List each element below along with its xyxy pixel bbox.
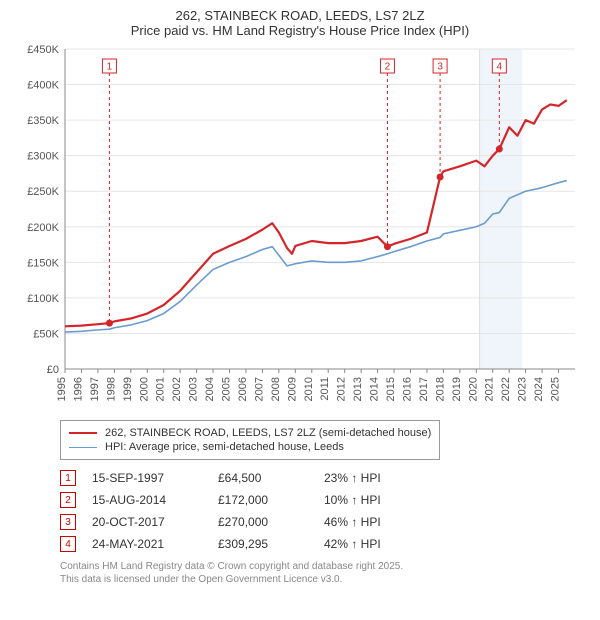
sale-price: £172,000 xyxy=(218,493,308,507)
svg-text:2017: 2017 xyxy=(418,377,430,401)
attribution-line2: This data is licensed under the Open Gov… xyxy=(60,573,590,586)
legend-item: 262, STAINBECK ROAD, LEEDS, LS7 2LZ (sem… xyxy=(69,427,431,439)
legend-item: HPI: Average price, semi-detached house,… xyxy=(69,441,431,453)
sale-price: £64,500 xyxy=(218,471,308,485)
attribution-line1: Contains HM Land Registry data © Crown c… xyxy=(60,560,590,573)
svg-text:1: 1 xyxy=(107,62,113,73)
sale-diff: 23% ↑ HPI xyxy=(324,471,424,485)
chart-title-line2: Price paid vs. HM Land Registry's House … xyxy=(10,23,590,38)
svg-text:4: 4 xyxy=(497,62,503,73)
svg-text:2020: 2020 xyxy=(467,377,479,401)
legend-label: 262, STAINBECK ROAD, LEEDS, LS7 2LZ (sem… xyxy=(105,427,431,439)
svg-text:2011: 2011 xyxy=(319,377,331,401)
sales-row: 1 15-SEP-1997 £64,500 23% ↑ HPI xyxy=(60,470,590,486)
svg-text:2015: 2015 xyxy=(385,377,397,401)
svg-text:2005: 2005 xyxy=(221,377,233,401)
svg-text:1997: 1997 xyxy=(89,377,101,401)
sales-table: 1 15-SEP-1997 £64,500 23% ↑ HPI 2 15-AUG-2014… xyxy=(60,470,590,552)
svg-text:£450K: £450K xyxy=(27,44,59,56)
svg-text:2009: 2009 xyxy=(286,377,298,401)
svg-text:2012: 2012 xyxy=(336,377,348,401)
sale-diff: 10% ↑ HPI xyxy=(324,493,424,507)
svg-text:2013: 2013 xyxy=(352,377,364,401)
sale-date: 24-MAY-2021 xyxy=(92,537,202,551)
sale-diff: 46% ↑ HPI xyxy=(324,515,424,529)
sale-diff: 42% ↑ HPI xyxy=(324,537,424,551)
sale-date: 15-SEP-1997 xyxy=(92,471,202,485)
sales-row: 4 24-MAY-2021 £309,295 42% ↑ HPI xyxy=(60,536,590,552)
svg-text:2019: 2019 xyxy=(451,377,463,401)
svg-text:2: 2 xyxy=(385,62,391,73)
svg-text:£200K: £200K xyxy=(27,222,59,234)
svg-text:1999: 1999 xyxy=(122,377,134,401)
svg-text:1995: 1995 xyxy=(56,377,68,401)
svg-text:£50K: £50K xyxy=(33,328,59,340)
sale-number-badge: 4 xyxy=(60,536,76,552)
price-chart: £0 £50K £100K £150K £200K £250K £300K £350K £400… xyxy=(20,44,580,414)
legend-swatch xyxy=(69,447,97,448)
svg-text:2016: 2016 xyxy=(401,377,413,401)
svg-text:2025: 2025 xyxy=(550,377,562,401)
sales-row: 2 15-AUG-2014 £172,000 10% ↑ HPI xyxy=(60,492,590,508)
legend-swatch xyxy=(69,432,97,434)
svg-text:£250K: £250K xyxy=(27,186,59,198)
svg-text:2022: 2022 xyxy=(500,377,512,401)
legend: 262, STAINBECK ROAD, LEEDS, LS7 2LZ (sem… xyxy=(60,420,440,460)
svg-text:£100K: £100K xyxy=(27,293,59,305)
sale-number-badge: 3 xyxy=(60,514,76,530)
svg-text:2024: 2024 xyxy=(533,377,545,401)
svg-text:2001: 2001 xyxy=(155,377,167,401)
sale-number-badge: 1 xyxy=(60,470,76,486)
svg-text:2008: 2008 xyxy=(270,377,282,401)
sale-price: £270,000 xyxy=(218,515,308,529)
svg-text:2002: 2002 xyxy=(171,377,183,401)
svg-text:£400K: £400K xyxy=(27,80,59,92)
chart-title-block: 262, STAINBECK ROAD, LEEDS, LS7 2LZ Pric… xyxy=(10,8,590,38)
sale-number-badge: 2 xyxy=(60,492,76,508)
svg-text:2014: 2014 xyxy=(369,377,381,401)
svg-text:2023: 2023 xyxy=(517,377,529,401)
sales-row: 3 20-OCT-2017 £270,000 46% ↑ HPI xyxy=(60,514,590,530)
svg-text:2000: 2000 xyxy=(138,377,150,401)
chart-title-line1: 262, STAINBECK ROAD, LEEDS, LS7 2LZ xyxy=(10,8,590,23)
svg-text:2003: 2003 xyxy=(188,377,200,401)
sale-date: 20-OCT-2017 xyxy=(92,515,202,529)
svg-text:£150K: £150K xyxy=(27,257,59,269)
svg-text:£350K: £350K xyxy=(27,115,59,127)
svg-text:2018: 2018 xyxy=(434,377,446,401)
sale-price: £309,295 xyxy=(218,537,308,551)
svg-text:1996: 1996 xyxy=(72,377,84,401)
svg-text:£300K: £300K xyxy=(27,151,59,163)
sale-date: 15-AUG-2014 xyxy=(92,493,202,507)
svg-text:2010: 2010 xyxy=(303,377,315,401)
chart-area: £0 £50K £100K £150K £200K £250K £300K £350K £400… xyxy=(20,44,580,414)
svg-text:3: 3 xyxy=(437,62,443,73)
svg-text:£0: £0 xyxy=(47,364,59,376)
legend-label: HPI: Average price, semi-detached house,… xyxy=(105,441,344,453)
svg-text:2021: 2021 xyxy=(484,377,496,401)
svg-text:2006: 2006 xyxy=(237,377,249,401)
svg-text:2007: 2007 xyxy=(253,377,265,401)
attribution: Contains HM Land Registry data © Crown c… xyxy=(60,560,590,586)
svg-text:1998: 1998 xyxy=(105,377,117,401)
svg-text:2004: 2004 xyxy=(204,377,216,401)
